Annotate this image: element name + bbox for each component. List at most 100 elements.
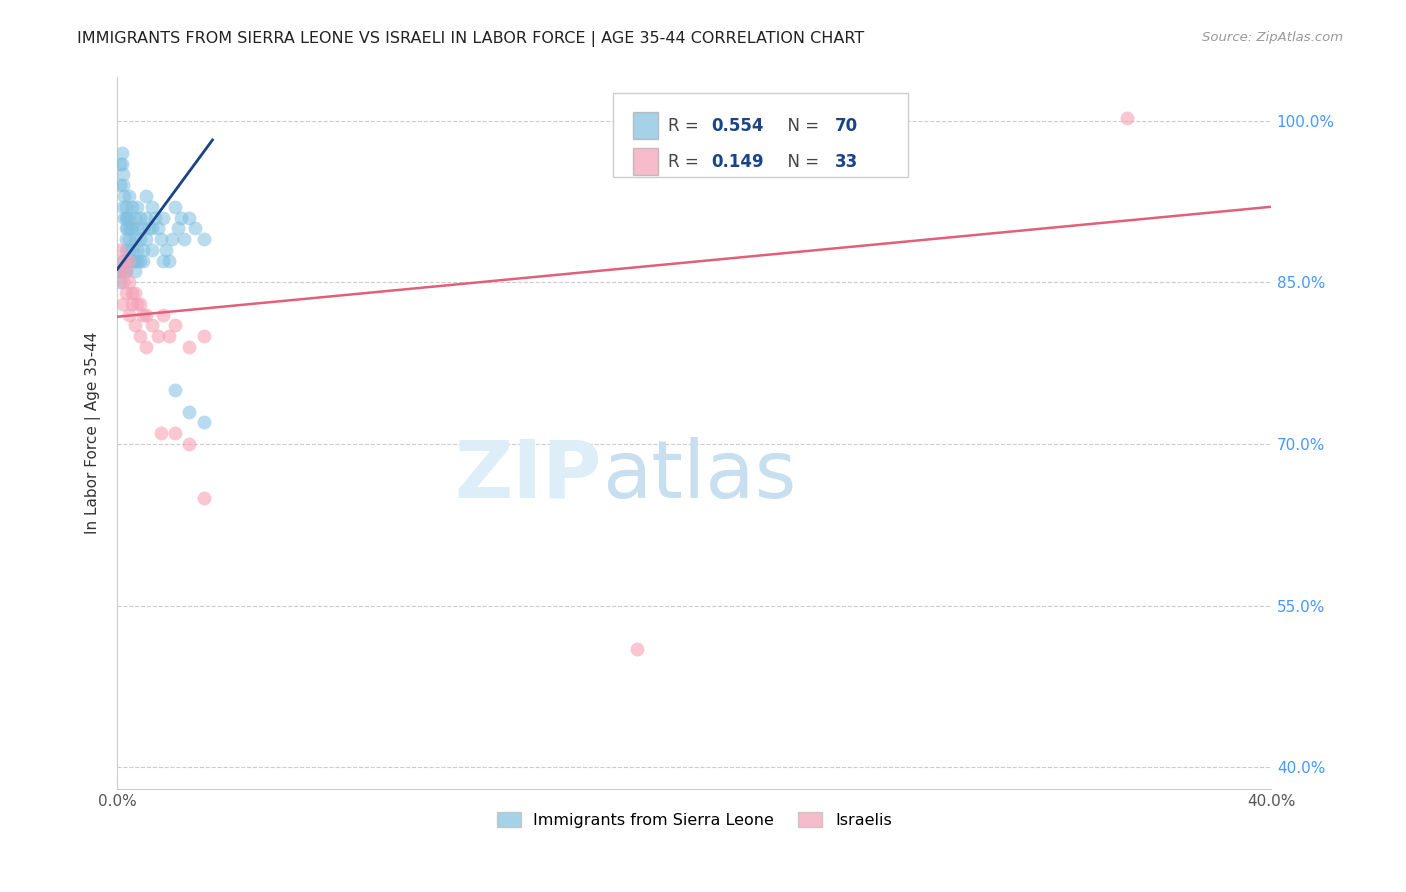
Point xyxy=(179,340,201,354)
Point xyxy=(124,253,146,268)
Point xyxy=(135,340,157,354)
Point xyxy=(121,253,143,268)
Point xyxy=(115,243,138,257)
Point xyxy=(127,221,149,235)
Point xyxy=(152,253,174,268)
Point xyxy=(132,221,155,235)
Text: IMMIGRANTS FROM SIERRA LEONE VS ISRAELI IN LABOR FORCE | AGE 35-44 CORRELATION C: IMMIGRANTS FROM SIERRA LEONE VS ISRAELI … xyxy=(77,31,865,47)
Point xyxy=(143,211,166,225)
Point xyxy=(112,253,135,268)
Point xyxy=(124,318,146,333)
Text: R =: R = xyxy=(668,117,703,135)
Point xyxy=(121,243,143,257)
Point xyxy=(163,383,186,397)
Point xyxy=(115,211,138,225)
Point xyxy=(110,156,132,170)
Point xyxy=(108,178,131,193)
FancyBboxPatch shape xyxy=(633,148,658,176)
Point xyxy=(141,243,163,257)
Point xyxy=(149,426,172,441)
Point xyxy=(138,221,160,235)
Point xyxy=(132,243,155,257)
Point xyxy=(626,641,648,656)
Point xyxy=(129,329,152,343)
Point xyxy=(114,189,136,203)
Point xyxy=(193,491,215,505)
Point xyxy=(179,404,201,418)
Point xyxy=(118,232,141,246)
Point xyxy=(118,211,141,225)
Point xyxy=(121,221,143,235)
Point xyxy=(193,329,215,343)
Point xyxy=(135,189,157,203)
Point xyxy=(166,221,188,235)
Point xyxy=(121,286,143,301)
Point xyxy=(184,221,207,235)
Point xyxy=(157,253,180,268)
Point xyxy=(112,275,135,289)
Text: 70: 70 xyxy=(835,117,858,135)
Point xyxy=(115,264,138,278)
FancyBboxPatch shape xyxy=(633,112,658,139)
Point xyxy=(127,253,149,268)
Point xyxy=(146,221,169,235)
Text: Source: ZipAtlas.com: Source: ZipAtlas.com xyxy=(1202,31,1343,45)
Point xyxy=(141,200,163,214)
Point xyxy=(118,275,141,289)
Text: 33: 33 xyxy=(835,153,858,171)
Point xyxy=(163,318,186,333)
Text: 0.554: 0.554 xyxy=(711,117,763,135)
Point xyxy=(179,437,201,451)
Point xyxy=(115,286,138,301)
Point xyxy=(117,211,139,225)
Point xyxy=(112,200,135,214)
Text: atlas: atlas xyxy=(602,437,796,515)
Point xyxy=(160,232,183,246)
Point xyxy=(1116,112,1139,126)
Point xyxy=(129,211,152,225)
Point xyxy=(115,200,138,214)
Point xyxy=(124,211,146,225)
Point xyxy=(108,264,131,278)
Point xyxy=(108,275,131,289)
Point xyxy=(152,308,174,322)
Point xyxy=(115,221,138,235)
Point xyxy=(118,189,141,203)
Point xyxy=(135,308,157,322)
Text: R =: R = xyxy=(668,153,703,171)
Point xyxy=(129,297,152,311)
Point xyxy=(112,253,135,268)
Point xyxy=(124,232,146,246)
Y-axis label: In Labor Force | Age 35-44: In Labor Force | Age 35-44 xyxy=(86,332,101,534)
Text: ZIP: ZIP xyxy=(454,437,602,515)
Text: N =: N = xyxy=(778,117,825,135)
Point xyxy=(157,329,180,343)
Point xyxy=(115,232,138,246)
Point xyxy=(135,232,157,246)
Point xyxy=(121,297,143,311)
Point xyxy=(114,211,136,225)
Point xyxy=(112,264,135,278)
Point xyxy=(108,156,131,170)
Point xyxy=(141,221,163,235)
Text: N =: N = xyxy=(778,153,825,171)
Point xyxy=(120,221,142,235)
Point xyxy=(127,200,149,214)
Point xyxy=(132,308,155,322)
Point xyxy=(127,243,149,257)
FancyBboxPatch shape xyxy=(613,93,908,177)
Point xyxy=(108,264,131,278)
Point xyxy=(112,297,135,311)
Point xyxy=(129,253,152,268)
Point xyxy=(118,253,141,268)
Point xyxy=(163,426,186,441)
Point xyxy=(146,329,169,343)
Point xyxy=(149,232,172,246)
Point xyxy=(118,253,141,268)
Point xyxy=(193,416,215,430)
Point xyxy=(179,211,201,225)
Text: 0.149: 0.149 xyxy=(711,153,765,171)
Point xyxy=(127,297,149,311)
Point xyxy=(112,168,135,182)
Point xyxy=(132,253,155,268)
